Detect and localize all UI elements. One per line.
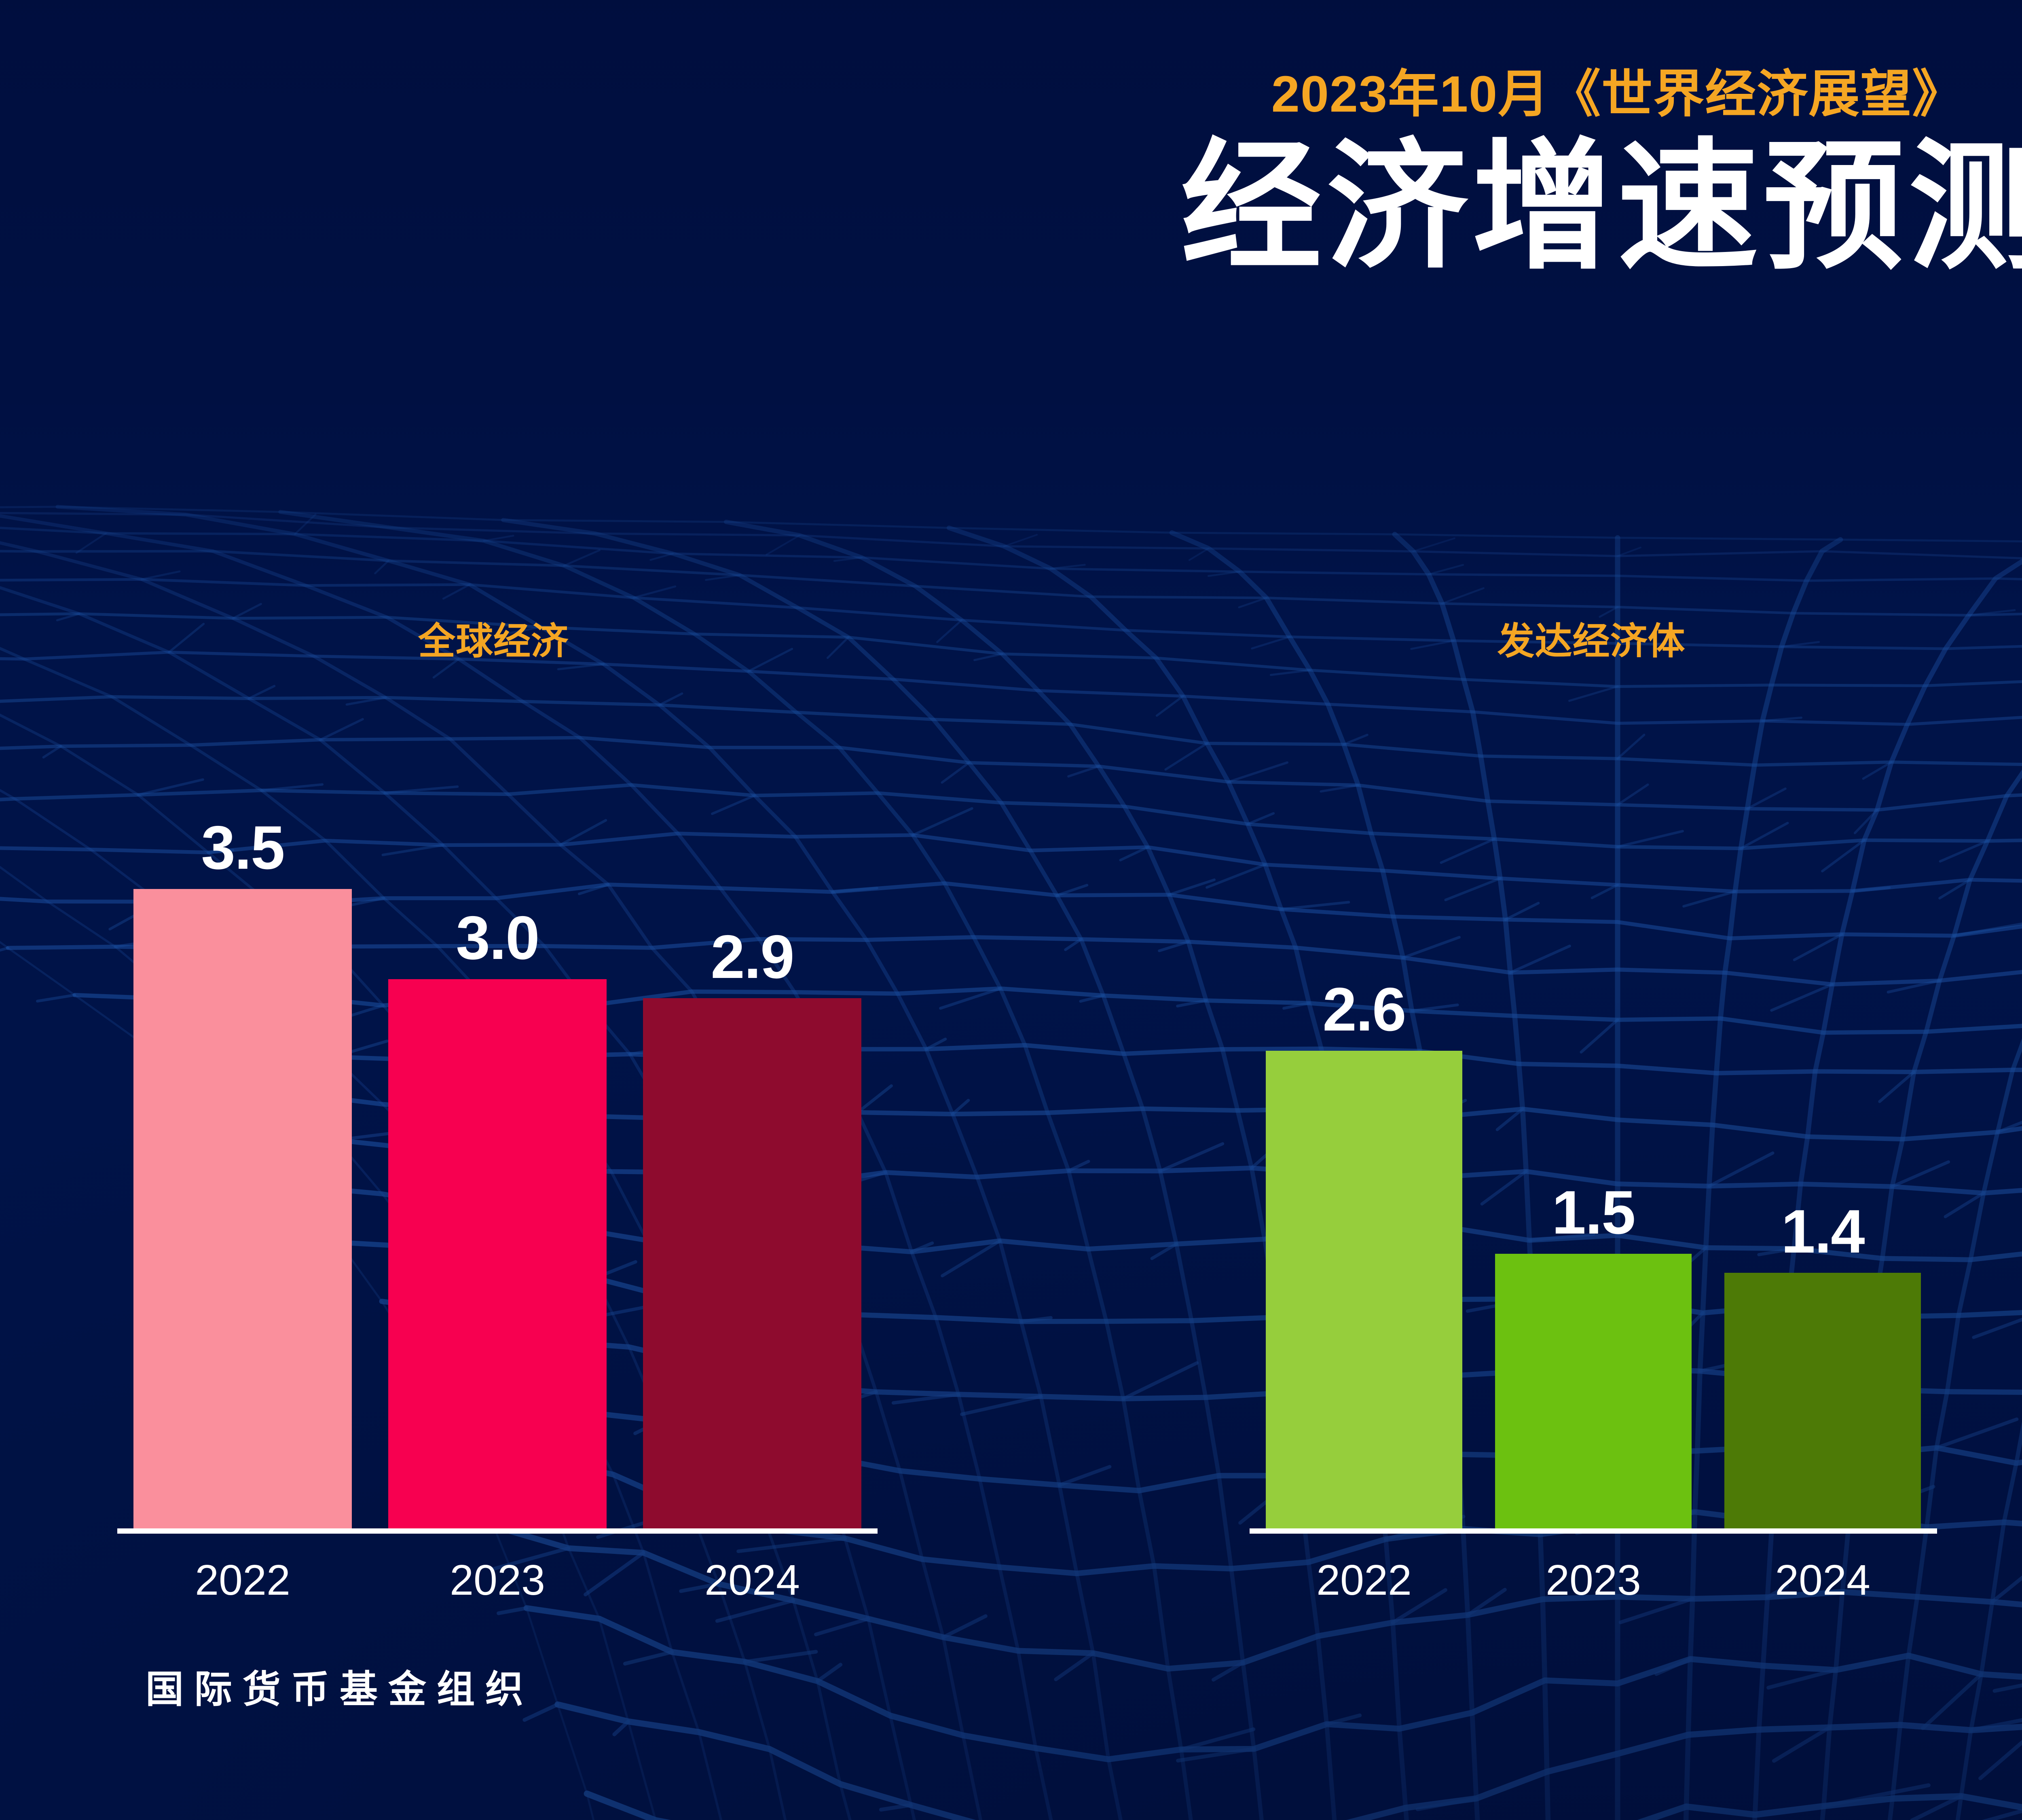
footer-organization: 国际货币基金组织: [146, 1668, 534, 1710]
bar-value-global-2022: 3.5: [201, 813, 285, 882]
bar-column-global-2023[interactable]: 3.0: [388, 776, 607, 1528]
bar-chart-advanced: 2.6 1.5 1.4 2022 2023 202: [1250, 675, 1937, 1602]
x-label-advanced-2024: 2024: [1775, 1556, 1870, 1604]
charts-container: 全球经济 3.5 3.0 2.9: [0, 623, 2022, 1614]
x-axis-labels-global: 2022 2023 2024: [117, 1559, 878, 1602]
axis-line-advanced: [1250, 1528, 1937, 1534]
x-label-global-2023: 2023: [450, 1556, 545, 1604]
bar-advanced-2023[interactable]: [1495, 1254, 1692, 1528]
chart-title-advanced: 发达经济体: [1497, 621, 1686, 662]
bar-global-2022[interactable]: [133, 889, 352, 1528]
header: 2023年10月《世界经济展望》 经济增速预测: [0, 0, 2022, 526]
bar-column-global-2024[interactable]: 2.9: [643, 776, 861, 1528]
bar-chart-global: 3.5 3.0 2.9 2022 2023 202: [117, 675, 878, 1602]
bar-value-global-2023: 3.0: [456, 904, 539, 973]
bar-column-advanced-2023[interactable]: 1.5: [1495, 776, 1692, 1528]
chart-panel-global: 全球经济 3.5 3.0 2.9: [0, 623, 1076, 1614]
report-subtitle: 2023年10月《世界经济展望》: [1271, 66, 1964, 123]
bar-column-advanced-2022[interactable]: 2.6: [1266, 776, 1462, 1528]
bar-advanced-2024[interactable]: [1724, 1272, 1921, 1528]
axis-line-global: [117, 1528, 878, 1534]
bar-column-global-2022[interactable]: 3.5: [133, 776, 352, 1528]
bar-global-2024[interactable]: [643, 998, 861, 1528]
bar-advanced-2022[interactable]: [1266, 1050, 1462, 1528]
bar-global-2023[interactable]: [388, 979, 607, 1528]
chart-title-global: 全球经济: [418, 621, 569, 662]
x-label-global-2024: 2024: [704, 1556, 800, 1604]
chart-panel-advanced: 发达经济体 2.6 1.5 1.4: [1076, 623, 2022, 1614]
bar-value-advanced-2022: 2.6: [1322, 975, 1406, 1044]
bar-column-advanced-2024[interactable]: 1.4: [1724, 776, 1921, 1528]
page-title: 经济增速预测: [1181, 128, 2022, 286]
bar-value-advanced-2023: 1.5: [1552, 1178, 1635, 1247]
plot-area-advanced: 2.6 1.5 1.4: [1250, 776, 1937, 1528]
x-axis-labels-advanced: 2022 2023 2024: [1250, 1559, 1937, 1602]
plot-area-global: 3.5 3.0 2.9: [117, 776, 878, 1528]
x-label-advanced-2022: 2022: [1316, 1556, 1412, 1604]
bar-value-advanced-2024: 1.4: [1781, 1197, 1865, 1266]
x-label-advanced-2023: 2023: [1546, 1556, 1641, 1604]
bar-value-global-2024: 2.9: [711, 922, 794, 991]
x-label-global-2022: 2022: [195, 1556, 290, 1604]
